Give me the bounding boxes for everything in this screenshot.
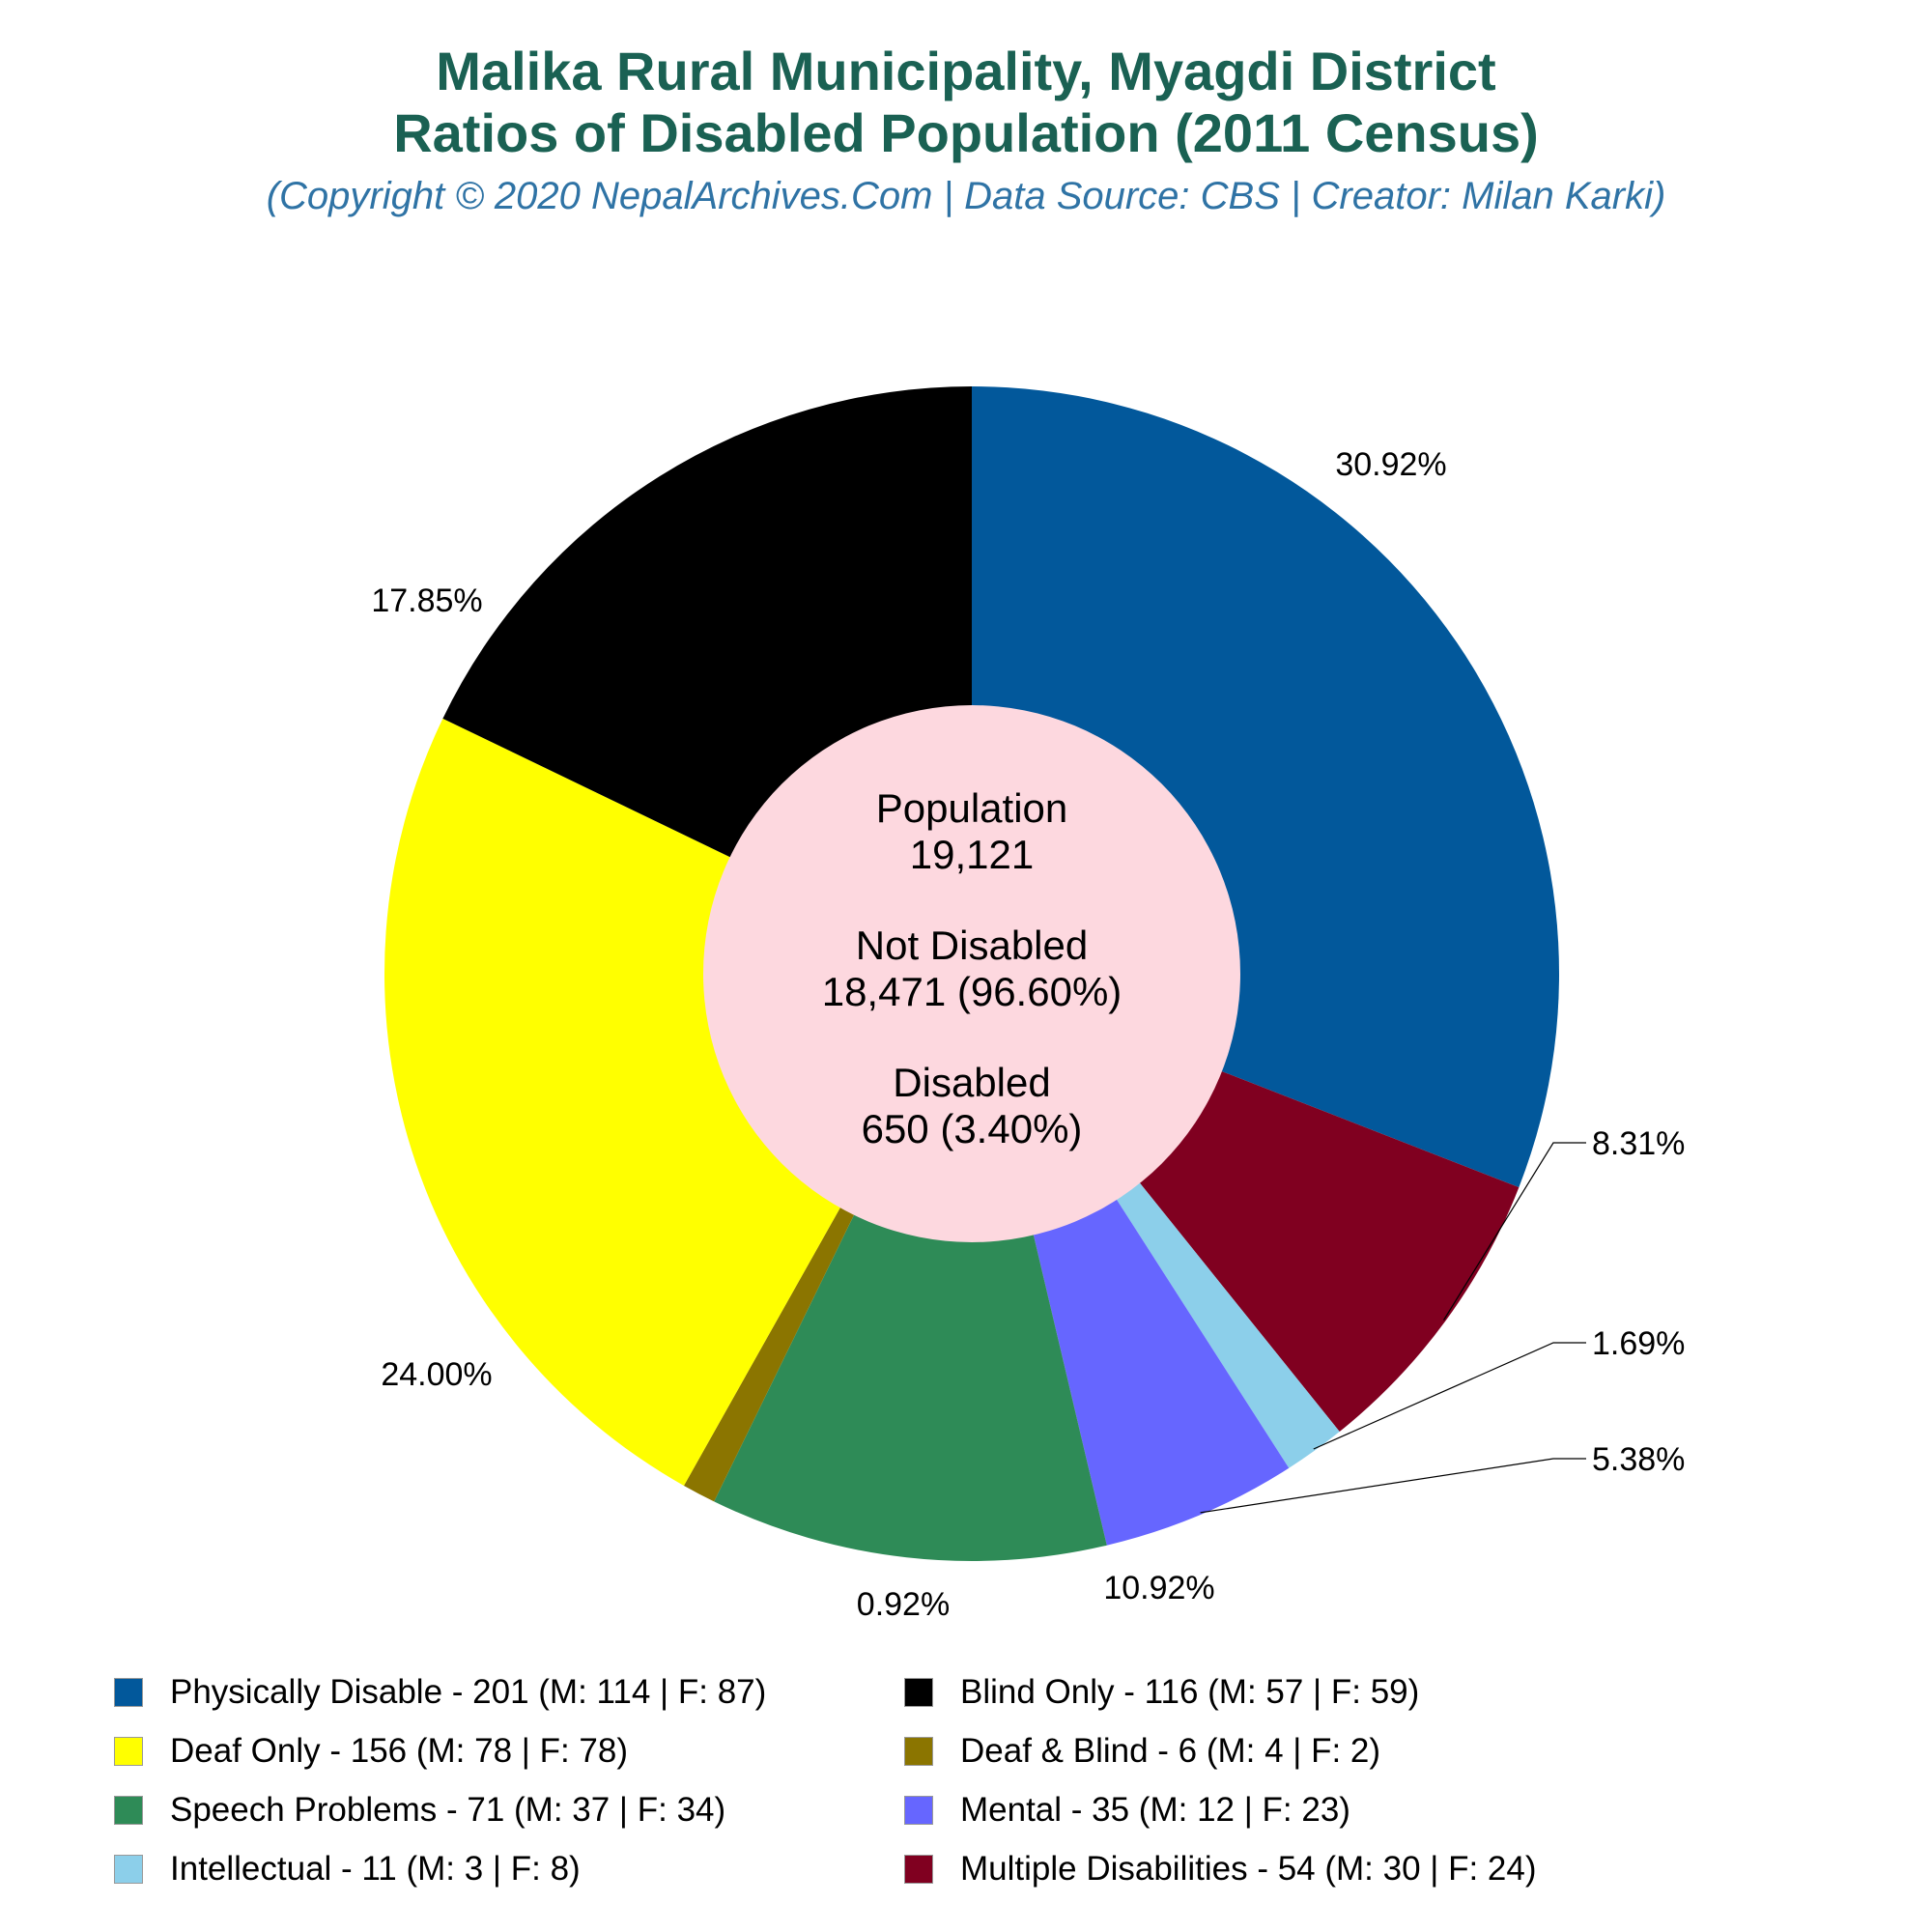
center-population-value: 19,121 <box>910 832 1034 877</box>
legend-label: Blind Only - 116 (M: 57 | F: 59) <box>960 1673 1420 1711</box>
legend-item: Blind Only - 116 (M: 57 | F: 59) <box>904 1667 1419 1718</box>
percent-label: 1.69% <box>1592 1325 1685 1362</box>
percent-label: 0.92% <box>857 1586 950 1623</box>
percent-label: 17.85% <box>371 582 482 619</box>
center-population-label: Population <box>876 785 1068 831</box>
legend-label: Mental - 35 (M: 12 | F: 23) <box>960 1791 1350 1829</box>
legend-item: Mental - 35 (M: 12 | F: 23) <box>904 1785 1350 1835</box>
legend-item: Speech Problems - 71 (M: 37 | F: 34) <box>114 1785 725 1835</box>
legend-swatch <box>904 1855 933 1884</box>
center-not-disabled-value: 18,471 (96.60%) <box>822 969 1122 1014</box>
legend-label: Deaf Only - 156 (M: 78 | F: 78) <box>170 1732 628 1770</box>
chart-title-line1: Malika Rural Municipality, Myagdi Distri… <box>436 41 1496 101</box>
percent-label: 30.92% <box>1335 446 1446 483</box>
percent-label: 10.92% <box>1103 1570 1214 1606</box>
legend-item: Physically Disable - 201 (M: 114 | F: 87… <box>114 1667 766 1718</box>
pie-slice <box>714 974 1107 1561</box>
center-hole <box>703 705 1240 1242</box>
chart-title-line2: Ratios of Disabled Population (2011 Cens… <box>393 102 1539 163</box>
legend-label: Speech Problems - 71 (M: 37 | F: 34) <box>170 1791 726 1829</box>
center-disabled-label: Disabled <box>893 1060 1050 1105</box>
chart-titles: Malika Rural Municipality, Myagdi Distri… <box>0 41 1932 222</box>
legend-item: Multiple Disabilities - 54 (M: 30 | F: 2… <box>904 1844 1537 1894</box>
legend-item: Deaf & Blind - 6 (M: 4 | F: 2) <box>904 1726 1380 1776</box>
legend-label: Multiple Disabilities - 54 (M: 30 | F: 2… <box>960 1850 1537 1888</box>
leader-line <box>1200 1458 1586 1514</box>
center-summary: Population 19,121 Not Disabled 18,471 (9… <box>822 785 1122 1151</box>
legend-swatch <box>904 1737 933 1766</box>
legend-swatch <box>904 1796 933 1825</box>
leader-line <box>1313 1342 1586 1450</box>
percent-label: 24.00% <box>381 1356 492 1393</box>
label-leader-lines <box>1200 1142 1586 1514</box>
percent-label: 5.38% <box>1592 1441 1685 1478</box>
percent-label: 8.31% <box>1592 1125 1685 1162</box>
legend-swatch <box>114 1678 143 1707</box>
legend-label: Deaf & Blind - 6 (M: 4 | F: 2) <box>960 1732 1381 1770</box>
legend-label: Intellectual - 11 (M: 3 | F: 8) <box>170 1850 581 1888</box>
center-not-disabled-label: Not Disabled <box>856 923 1088 968</box>
legend-label: Physically Disable - 201 (M: 114 | F: 87… <box>170 1673 767 1711</box>
legend-swatch <box>904 1678 933 1707</box>
legend-item: Deaf Only - 156 (M: 78 | F: 78) <box>114 1726 628 1776</box>
legend-item: Intellectual - 11 (M: 3 | F: 8) <box>114 1844 581 1894</box>
center-disabled-value: 650 (3.40%) <box>862 1106 1083 1151</box>
legend-swatch <box>114 1796 143 1825</box>
percent-labels: 30.92% 8.31% 1.69% 5.38% 10.92% 0.92% 24.00% 17… <box>371 446 1685 1623</box>
leader-line <box>1442 1142 1586 1321</box>
legend-swatch <box>114 1855 143 1884</box>
legend-swatch <box>114 1737 143 1766</box>
chart-subtitle: (Copyright © 2020 NepalArchives.Com | Da… <box>266 175 1666 217</box>
